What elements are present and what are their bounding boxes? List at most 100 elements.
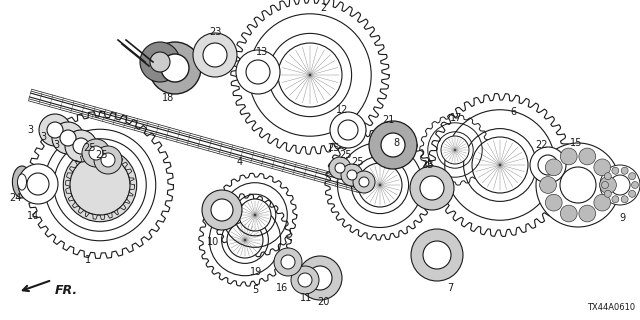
Circle shape — [410, 166, 454, 210]
Text: 18: 18 — [162, 93, 174, 103]
Text: 8: 8 — [393, 138, 399, 148]
Circle shape — [604, 190, 611, 197]
Circle shape — [561, 148, 577, 165]
Text: 24: 24 — [9, 193, 21, 203]
Circle shape — [70, 155, 130, 215]
Circle shape — [239, 199, 271, 231]
Text: 6: 6 — [510, 107, 516, 117]
Circle shape — [161, 54, 189, 82]
Circle shape — [193, 33, 237, 77]
Text: FR.: FR. — [55, 284, 78, 297]
Circle shape — [579, 148, 596, 165]
Text: 11: 11 — [300, 293, 312, 303]
Polygon shape — [199, 194, 291, 286]
Circle shape — [308, 266, 332, 290]
Circle shape — [291, 266, 319, 294]
Circle shape — [298, 273, 312, 287]
Ellipse shape — [17, 174, 26, 190]
Circle shape — [610, 175, 630, 195]
Circle shape — [73, 158, 127, 212]
Circle shape — [149, 42, 201, 94]
Circle shape — [560, 167, 596, 203]
Circle shape — [600, 165, 640, 205]
Circle shape — [347, 170, 357, 180]
Circle shape — [65, 130, 97, 162]
Circle shape — [47, 122, 63, 138]
Text: 25: 25 — [328, 143, 340, 153]
Text: 7: 7 — [447, 283, 453, 293]
Circle shape — [329, 157, 351, 179]
Circle shape — [530, 147, 566, 183]
Circle shape — [52, 122, 84, 154]
Circle shape — [602, 181, 609, 188]
Circle shape — [82, 139, 110, 167]
Circle shape — [600, 177, 616, 193]
Circle shape — [359, 177, 369, 187]
Text: 19: 19 — [250, 267, 262, 277]
Circle shape — [423, 241, 451, 269]
Circle shape — [338, 120, 358, 140]
Circle shape — [60, 130, 76, 146]
Text: 3: 3 — [53, 140, 59, 150]
Circle shape — [381, 133, 405, 157]
Text: 21: 21 — [382, 115, 394, 125]
Circle shape — [44, 129, 156, 241]
Text: 9: 9 — [619, 213, 625, 223]
Text: 16: 16 — [276, 283, 288, 293]
Circle shape — [538, 155, 558, 175]
Circle shape — [203, 43, 227, 67]
Circle shape — [621, 196, 628, 203]
Text: 1: 1 — [85, 255, 91, 265]
Circle shape — [335, 163, 345, 173]
Polygon shape — [325, 130, 435, 240]
Polygon shape — [429, 93, 572, 236]
Circle shape — [236, 50, 280, 94]
Circle shape — [211, 199, 233, 221]
Circle shape — [27, 173, 49, 195]
Text: 17: 17 — [450, 113, 462, 123]
Circle shape — [540, 177, 556, 193]
Circle shape — [278, 43, 342, 107]
Polygon shape — [231, 0, 389, 154]
Circle shape — [411, 229, 463, 281]
Circle shape — [545, 194, 562, 211]
Circle shape — [140, 42, 180, 82]
Circle shape — [353, 171, 375, 193]
Circle shape — [89, 146, 103, 160]
Text: 23: 23 — [421, 160, 433, 170]
Circle shape — [274, 248, 302, 276]
Text: 25: 25 — [84, 143, 96, 153]
Circle shape — [632, 181, 639, 188]
Text: 5: 5 — [252, 285, 258, 295]
Circle shape — [54, 139, 147, 231]
Circle shape — [420, 176, 444, 200]
Polygon shape — [420, 115, 490, 185]
Ellipse shape — [12, 166, 31, 198]
Text: 12: 12 — [336, 105, 348, 115]
Circle shape — [369, 121, 417, 169]
Text: 10: 10 — [207, 237, 219, 247]
Circle shape — [73, 138, 89, 154]
Circle shape — [441, 136, 469, 164]
Text: 3: 3 — [40, 132, 46, 142]
Circle shape — [628, 173, 636, 180]
Text: 14: 14 — [27, 211, 39, 221]
Text: 15: 15 — [570, 138, 582, 148]
Polygon shape — [213, 173, 297, 257]
Circle shape — [612, 167, 619, 174]
Circle shape — [612, 196, 619, 203]
Circle shape — [281, 255, 295, 269]
Circle shape — [341, 164, 363, 186]
Circle shape — [18, 164, 58, 204]
Circle shape — [628, 190, 636, 197]
Circle shape — [604, 173, 611, 180]
Text: 25: 25 — [340, 150, 352, 160]
Polygon shape — [27, 112, 173, 259]
Circle shape — [561, 205, 577, 222]
Circle shape — [594, 194, 611, 211]
Text: 3: 3 — [27, 125, 33, 135]
Circle shape — [621, 167, 628, 174]
Circle shape — [545, 159, 562, 176]
Circle shape — [63, 148, 137, 222]
Circle shape — [94, 146, 122, 174]
